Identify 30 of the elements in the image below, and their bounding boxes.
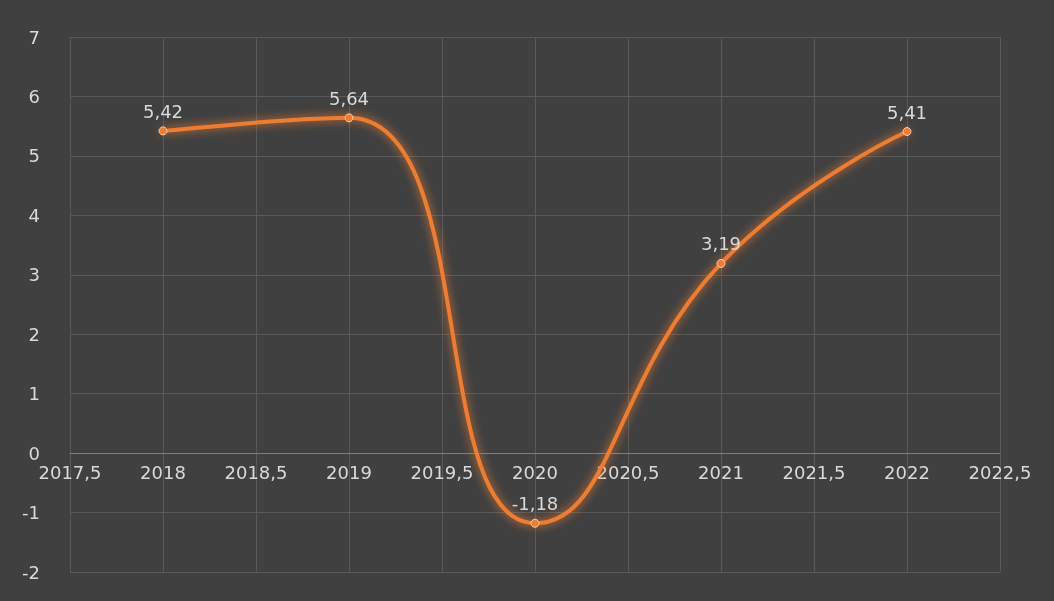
y-tick-label: 1 [28, 383, 40, 405]
x-tick-label: 2021,5 [782, 461, 846, 483]
point [902, 127, 912, 137]
y-tick-label: 7 [28, 26, 40, 48]
x-tick-label: 2022 [884, 461, 930, 483]
y-tick-label: 4 [28, 204, 40, 226]
x-tick-label: 2021 [698, 461, 744, 483]
y-tick-label: 2 [28, 323, 40, 345]
x-tick-label: 2019 [326, 461, 372, 483]
y-tick-label: 5 [28, 145, 40, 167]
x-tick-label: 2018,5 [224, 461, 288, 483]
data-label: 5,41 [886, 101, 928, 123]
point [530, 518, 540, 528]
point [158, 126, 168, 136]
data-label: 5,42 [142, 100, 184, 122]
x-tick-label: 2018 [140, 461, 186, 483]
data-label: 3,19 [700, 233, 742, 255]
x-tick-label: 2022,5 [968, 461, 1032, 483]
data-label: -1,18 [511, 493, 559, 515]
y-tick-label: 3 [28, 264, 40, 286]
y-tick-label: -1 [22, 502, 40, 524]
point [716, 258, 726, 268]
y-tick-label: 6 [28, 85, 40, 107]
x-tick-label: 2020 [512, 461, 558, 483]
point [344, 113, 354, 123]
y-tick-label: -2 [22, 561, 40, 583]
x-tick-label: 2017,5 [38, 461, 102, 483]
data-label: 5,64 [328, 87, 370, 109]
y-tick-label: 0 [28, 442, 40, 464]
x-tick-label: 2019,5 [410, 461, 474, 483]
